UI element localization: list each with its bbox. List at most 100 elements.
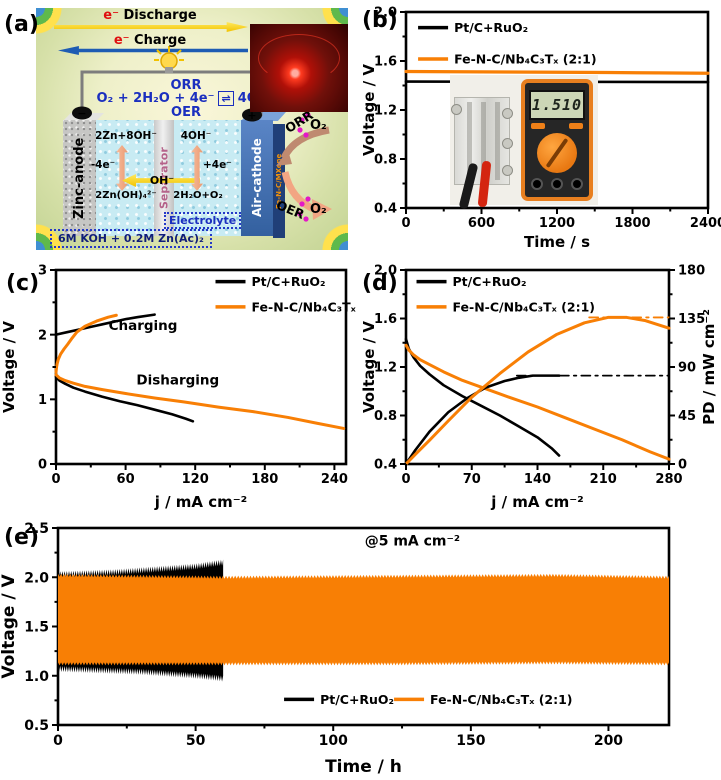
anode-reactant-text: 2Zn+8OH⁻ [95, 130, 157, 142]
wing-nut [502, 138, 513, 149]
zinc-anode-block [63, 120, 96, 236]
multimeter-ports [525, 178, 589, 190]
panel-label-e: (e) [4, 525, 40, 550]
svg-text:2.5: 2.5 [24, 521, 49, 537]
svg-text:180: 180 [678, 264, 705, 279]
svg-text:1.2: 1.2 [374, 104, 397, 119]
svg-text:0.5: 0.5 [24, 718, 49, 734]
svg-text:0: 0 [53, 733, 63, 749]
air-cathode-top-face [241, 112, 286, 121]
svg-text:Voltage / V: Voltage / V [0, 574, 19, 679]
cathode-product-text: 2H₂O+O₂ [173, 190, 223, 201]
svg-text:0.4: 0.4 [374, 202, 397, 217]
svg-text:50: 50 [186, 733, 206, 749]
oxygen-top-label: O₂ [310, 118, 327, 133]
air-cathode-block [241, 120, 273, 236]
svg-text:2.0: 2.0 [374, 6, 397, 21]
wing-nut [502, 165, 513, 176]
panel-label-b: (b) [362, 8, 398, 33]
svg-text:0: 0 [38, 458, 47, 473]
lit-led-photo [250, 24, 348, 112]
wing-nut [451, 104, 462, 115]
discharge-arrow-icon [54, 22, 248, 32]
svg-text:3: 3 [38, 264, 47, 279]
hydroxide-label: OH⁻ [149, 174, 175, 187]
svg-text:j / mA cm⁻²: j / mA cm⁻² [490, 493, 584, 511]
svg-text:Voltage / V: Voltage / V [360, 321, 378, 413]
svg-text:Disharging: Disharging [136, 372, 219, 388]
multimeter-dial [537, 133, 577, 173]
svg-text:@5 mA cm⁻²: @5 mA cm⁻² [365, 534, 460, 550]
svg-text:2: 2 [38, 328, 47, 343]
svg-text:j / mA cm⁻²: j / mA cm⁻² [154, 493, 248, 511]
svg-text:140: 140 [524, 472, 551, 487]
svg-text:0: 0 [678, 458, 687, 473]
panel-e-cycling-chart: (e) 0 50 100 150 200 0.5 1.0 1.5 2.0 2.5 Time / h V… [0, 515, 721, 780]
svg-text:150: 150 [456, 733, 485, 749]
cell-multimeter-photo-inset: 1.510 [450, 75, 598, 210]
multimeter-display: 1.510 [529, 90, 585, 120]
cycling-stability-chart: 0 50 100 150 200 0.5 1.0 1.5 2.0 2.5 Time / h Volta… [0, 515, 721, 780]
svg-text:Fe-N-C/Nb₄C₃Tₓ (2:1): Fe-N-C/Nb₄C₃Tₓ (2:1) [430, 692, 572, 707]
panel-label-a: (a) [4, 12, 39, 37]
svg-text:−: − [77, 107, 86, 120]
panel-label-d: (d) [362, 271, 398, 296]
svg-text:Time / s: Time / s [524, 233, 590, 251]
panel-a-schematic: (a) e⁻ Discharge e⁻ Charge Zinc-anode Se… [0, 0, 360, 255]
orr-arrowhead [276, 150, 292, 166]
svg-text:1.6: 1.6 [374, 55, 397, 70]
svg-text:0.4: 0.4 [374, 458, 397, 473]
svg-text:1200: 1200 [539, 216, 575, 231]
svg-text:70: 70 [463, 472, 481, 487]
svg-text:0: 0 [401, 216, 410, 231]
panel-d-power-density-chart: (d) 0 70 140 210 280 0.4 0.8 1.2 1.6 2.0 0 45 90 135 1… [360, 255, 721, 515]
orr-text: ORR [170, 78, 202, 93]
svg-text:0: 0 [401, 472, 410, 487]
svg-text:1.5: 1.5 [24, 620, 49, 636]
svg-text:1.6: 1.6 [374, 312, 397, 327]
svg-text:2.0: 2.0 [374, 264, 397, 279]
svg-text:180: 180 [251, 472, 278, 487]
svg-text:Pt/C+RuO₂: Pt/C+RuO₂ [454, 20, 528, 35]
svg-text:1800: 1800 [614, 216, 650, 231]
svg-text:1.0: 1.0 [24, 669, 49, 685]
electrolyte-formula: 6M KOH + 0.2M Zn(Ac)₂ [50, 229, 212, 248]
multimeter: 1.510 [521, 79, 593, 201]
svg-text:60: 60 [117, 472, 135, 487]
panel-c-charge-discharge-chart: (c) 0 60 120 180 240 0 1 2 3 j / mA cm⁻² Voltage /… [0, 255, 394, 515]
oxygen-dots [297, 112, 311, 222]
svg-text:90: 90 [678, 361, 696, 376]
electrolyte-label: Electrolyte [164, 212, 242, 229]
charge-arrow-icon [58, 46, 248, 55]
polarization-power-density-chart: 0 70 140 210 280 0.4 0.8 1.2 1.6 2.0 0 45 90 135 180 j … [360, 255, 721, 515]
electron-symbol: e⁻ [103, 8, 119, 23]
air-cathode-side-face [273, 124, 285, 238]
multimeter-buttons [525, 120, 589, 129]
oxygen-bottom-label: O₂ [310, 202, 327, 217]
anode-electrons-text: -4e⁻ [90, 159, 116, 171]
panel-label-c: (c) [6, 271, 40, 296]
wing-nut [502, 108, 513, 119]
svg-text:240: 240 [321, 472, 348, 487]
oer-text: OER [171, 105, 201, 120]
zinc-air-battery-schematic: e⁻ Discharge e⁻ Charge Zinc-anode Separa… [36, 8, 348, 250]
acrylic-cell-photo [451, 97, 513, 185]
cathode-reactant-text: 4OH⁻ [180, 130, 212, 142]
anode-product-text: 2Zn(OH)₄²⁻ [95, 190, 157, 201]
svg-text:Pt/C+RuO₂: Pt/C+RuO₂ [320, 692, 394, 707]
svg-text:Fe-N-C/Nb₄C₃Tₓ (2:1): Fe-N-C/Nb₄C₃Tₓ (2:1) [453, 299, 595, 314]
discharge-label: e⁻ Discharge [103, 8, 197, 23]
oer-curved-arrow [281, 171, 318, 214]
svg-text:120: 120 [182, 472, 209, 487]
svg-text:PD / mW cm⁻²: PD / mW cm⁻² [700, 309, 718, 425]
svg-text:600: 600 [468, 216, 495, 231]
svg-text:135: 135 [678, 312, 705, 327]
charge-label: e⁻ Charge [113, 33, 187, 48]
negative-terminal: − [72, 106, 92, 120]
svg-text:1.2: 1.2 [374, 361, 397, 376]
svg-text:Voltage / V: Voltage / V [0, 321, 18, 413]
svg-text:Pt/C+RuO₂: Pt/C+RuO₂ [252, 274, 326, 289]
